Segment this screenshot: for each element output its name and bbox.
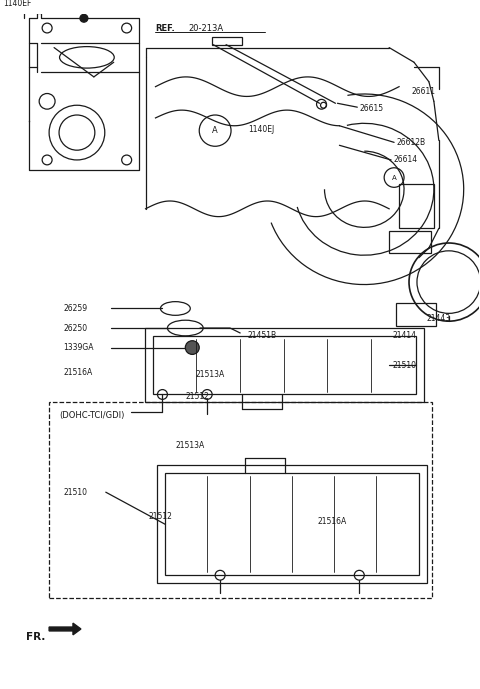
- Circle shape: [80, 14, 88, 22]
- Circle shape: [185, 341, 199, 354]
- Text: 21513A: 21513A: [175, 441, 204, 450]
- Text: (DOHC-TCI/GDI): (DOHC-TCI/GDI): [59, 411, 124, 420]
- Text: 21512: 21512: [148, 512, 172, 521]
- Text: 21512: 21512: [185, 392, 209, 401]
- Text: 1140EF: 1140EF: [3, 0, 32, 8]
- Bar: [144, 328, 424, 402]
- Text: A: A: [392, 174, 396, 181]
- Bar: [166, 473, 419, 575]
- Text: 21516A: 21516A: [318, 517, 347, 526]
- Bar: [157, 465, 427, 583]
- Text: FR.: FR.: [26, 632, 46, 641]
- Text: 1339GA: 1339GA: [63, 343, 94, 352]
- Text: 21513A: 21513A: [195, 371, 225, 380]
- Bar: [49, 402, 432, 598]
- Text: 26250: 26250: [63, 324, 87, 333]
- Text: 20-213A: 20-213A: [188, 23, 223, 32]
- Polygon shape: [49, 623, 81, 635]
- Text: 21516A: 21516A: [63, 369, 92, 378]
- Text: 26611: 26611: [412, 87, 436, 96]
- Text: 26612B: 26612B: [396, 138, 425, 147]
- Text: 21510: 21510: [392, 360, 416, 370]
- Bar: [153, 336, 416, 395]
- Bar: [212, 37, 242, 45]
- Text: 26259: 26259: [63, 304, 87, 313]
- Bar: [399, 185, 434, 228]
- Text: 21414: 21414: [392, 331, 416, 340]
- Bar: [389, 232, 431, 253]
- Text: 1140EJ: 1140EJ: [248, 125, 274, 134]
- Bar: [396, 302, 436, 326]
- Text: 21510: 21510: [63, 488, 87, 497]
- Text: 21443: 21443: [427, 313, 451, 322]
- Text: 26614: 26614: [393, 156, 417, 165]
- Text: A: A: [212, 126, 218, 135]
- Text: REF.: REF.: [156, 23, 175, 32]
- Text: 26615: 26615: [360, 103, 384, 113]
- Text: 21451B: 21451B: [248, 331, 277, 340]
